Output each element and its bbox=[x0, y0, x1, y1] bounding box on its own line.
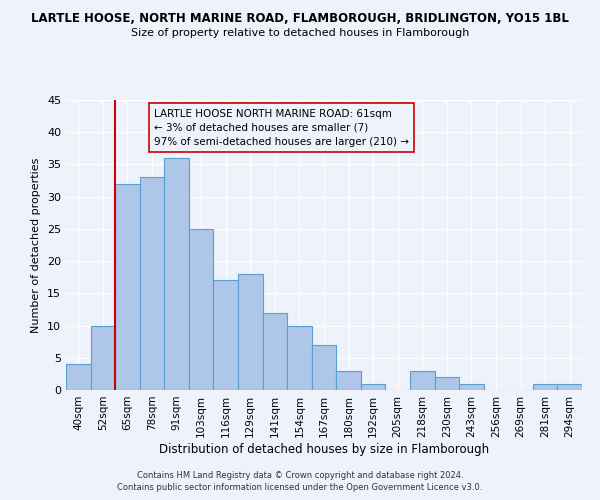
Bar bbox=[115, 184, 140, 390]
Bar bbox=[459, 384, 484, 390]
Bar bbox=[140, 178, 164, 390]
Bar bbox=[336, 370, 361, 390]
Bar bbox=[312, 345, 336, 390]
Bar bbox=[434, 377, 459, 390]
X-axis label: Distribution of detached houses by size in Flamborough: Distribution of detached houses by size … bbox=[159, 442, 489, 456]
Text: Size of property relative to detached houses in Flamborough: Size of property relative to detached ho… bbox=[131, 28, 469, 38]
Bar bbox=[238, 274, 263, 390]
Bar bbox=[287, 326, 312, 390]
Bar bbox=[189, 229, 214, 390]
Bar bbox=[557, 384, 582, 390]
Text: Contains HM Land Registry data © Crown copyright and database right 2024.: Contains HM Land Registry data © Crown c… bbox=[137, 471, 463, 480]
Text: LARTLE HOOSE, NORTH MARINE ROAD, FLAMBOROUGH, BRIDLINGTON, YO15 1BL: LARTLE HOOSE, NORTH MARINE ROAD, FLAMBOR… bbox=[31, 12, 569, 26]
Bar bbox=[91, 326, 115, 390]
Bar bbox=[361, 384, 385, 390]
Bar bbox=[66, 364, 91, 390]
Y-axis label: Number of detached properties: Number of detached properties bbox=[31, 158, 41, 332]
Bar bbox=[410, 370, 434, 390]
Bar bbox=[533, 384, 557, 390]
Text: LARTLE HOOSE NORTH MARINE ROAD: 61sqm
← 3% of detached houses are smaller (7)
97: LARTLE HOOSE NORTH MARINE ROAD: 61sqm ← … bbox=[154, 108, 409, 146]
Bar bbox=[164, 158, 189, 390]
Bar bbox=[263, 312, 287, 390]
Bar bbox=[214, 280, 238, 390]
Text: Contains public sector information licensed under the Open Government Licence v3: Contains public sector information licen… bbox=[118, 484, 482, 492]
